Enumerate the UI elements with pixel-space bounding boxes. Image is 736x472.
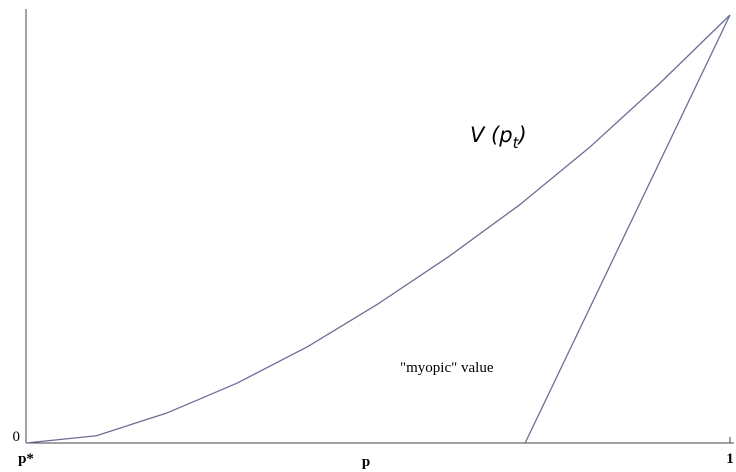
line-annotation: "myopic" value <box>400 360 494 376</box>
annotation-suffix: ) <box>516 123 526 147</box>
line-series <box>25 14 731 444</box>
x-tick-label: 1 <box>726 451 734 467</box>
y-tick-label: 0 <box>13 429 21 445</box>
x-tick-label: p* <box>18 451 34 467</box>
annotation-main: V (p <box>470 123 513 147</box>
annotation-subscript: t <box>513 134 520 152</box>
line-series <box>524 14 731 444</box>
curve-annotation: V (pt) <box>470 123 527 152</box>
x-axis-label: p <box>362 454 370 470</box>
